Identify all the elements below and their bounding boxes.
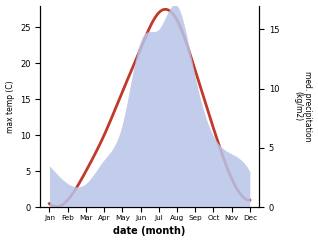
Y-axis label: max temp (C): max temp (C)	[5, 80, 15, 133]
Y-axis label: med. precipitation
(kg/m2): med. precipitation (kg/m2)	[293, 71, 313, 142]
X-axis label: date (month): date (month)	[114, 227, 186, 236]
